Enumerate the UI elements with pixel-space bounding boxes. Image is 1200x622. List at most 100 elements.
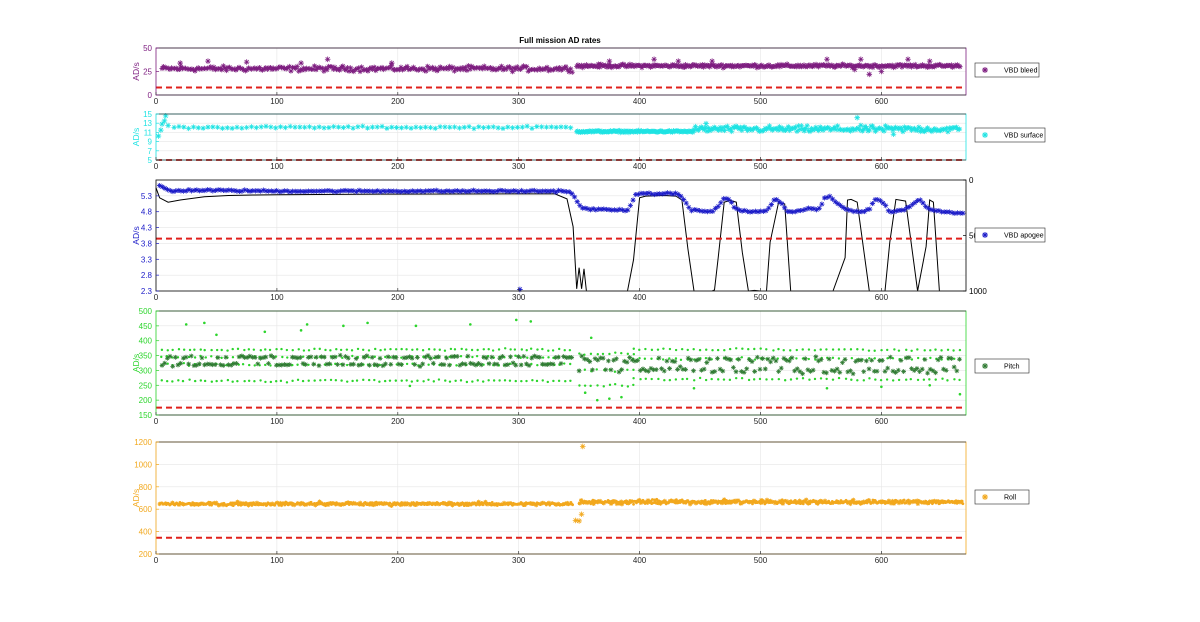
legend-label: VBD surface [1004, 133, 1043, 140]
data-point [215, 333, 218, 337]
data-point [271, 355, 277, 360]
data-point [188, 353, 194, 359]
data-point [760, 356, 766, 361]
data-point [719, 62, 725, 68]
data-point [657, 191, 663, 197]
legend-marker [982, 232, 988, 238]
data-point [801, 348, 804, 351]
data-point [510, 188, 516, 194]
data-point [747, 378, 751, 382]
data-point [850, 356, 854, 360]
data-point [671, 498, 677, 504]
data-point [231, 188, 237, 194]
data-point [521, 188, 527, 195]
data-point [704, 128, 710, 134]
data-point [711, 63, 718, 70]
data-point [640, 499, 645, 505]
data-point [874, 368, 880, 374]
data-point [727, 500, 733, 505]
data-point [893, 64, 899, 70]
data-point [253, 125, 259, 131]
data-point [821, 195, 828, 201]
data-point [531, 379, 534, 382]
data-point [353, 356, 359, 361]
data-point [302, 124, 308, 130]
data-point [413, 124, 419, 130]
data-point [808, 368, 813, 374]
data-point [335, 66, 341, 72]
data-point [871, 499, 876, 505]
data-point [730, 124, 736, 130]
data-point [247, 188, 253, 194]
data-point [772, 63, 778, 69]
data-point [307, 379, 310, 382]
data-point [476, 188, 482, 194]
data-point [701, 64, 707, 70]
legend-box [974, 127, 1046, 143]
data-point [831, 348, 835, 351]
plot-area-surface [156, 114, 966, 160]
data-point [394, 379, 398, 382]
data-point [620, 395, 623, 399]
data-point [807, 357, 810, 361]
data-point [880, 348, 883, 352]
data-point [565, 500, 570, 506]
data-point [956, 126, 963, 132]
data-point [193, 348, 196, 351]
data-point [379, 123, 385, 130]
data-point [917, 369, 922, 375]
data-point [910, 349, 913, 352]
data-point [873, 349, 876, 352]
y-tick-label: 350 [139, 352, 153, 361]
data-point [818, 357, 824, 363]
data-point [296, 378, 300, 382]
data-point [949, 125, 955, 131]
data-point [650, 357, 653, 360]
data-point [569, 355, 575, 360]
data-point [813, 349, 817, 352]
data-point [360, 123, 366, 129]
data-point [746, 357, 752, 362]
data-point [380, 363, 386, 369]
data-point [219, 67, 225, 73]
data-point [548, 124, 554, 130]
data-point [561, 354, 567, 359]
x-tick-label: 100 [270, 97, 284, 106]
data-point [292, 188, 298, 194]
data-point [247, 65, 253, 71]
data-point [553, 355, 559, 360]
data-point [832, 199, 838, 205]
y-tick-label: 150 [139, 411, 153, 420]
figure-title: Full mission AD rates [519, 36, 601, 45]
data-point [429, 64, 435, 71]
data-point [178, 360, 184, 366]
data-point [929, 349, 932, 352]
data-point [651, 367, 657, 373]
data-point [427, 124, 434, 131]
data-point [878, 68, 885, 75]
data-point [678, 193, 684, 199]
data-point [651, 56, 657, 63]
data-point [593, 207, 599, 213]
data-point [902, 63, 909, 69]
data-point [662, 347, 665, 350]
data-point [864, 125, 870, 131]
data-point [770, 355, 776, 361]
data-point [639, 378, 642, 381]
data-point [398, 64, 404, 70]
x-tick-label: 100 [270, 293, 284, 302]
data-point [239, 188, 245, 194]
data-point [288, 68, 294, 74]
data-point [809, 63, 816, 70]
data-point [264, 348, 267, 351]
data-point [564, 379, 567, 383]
legend-box [974, 358, 1030, 374]
data-point [704, 360, 710, 365]
data-point [785, 499, 791, 504]
data-point [819, 377, 823, 380]
data-point [503, 66, 509, 72]
data-point [521, 353, 527, 359]
data-point [701, 366, 707, 372]
data-point [417, 188, 423, 194]
data-point [165, 122, 171, 129]
